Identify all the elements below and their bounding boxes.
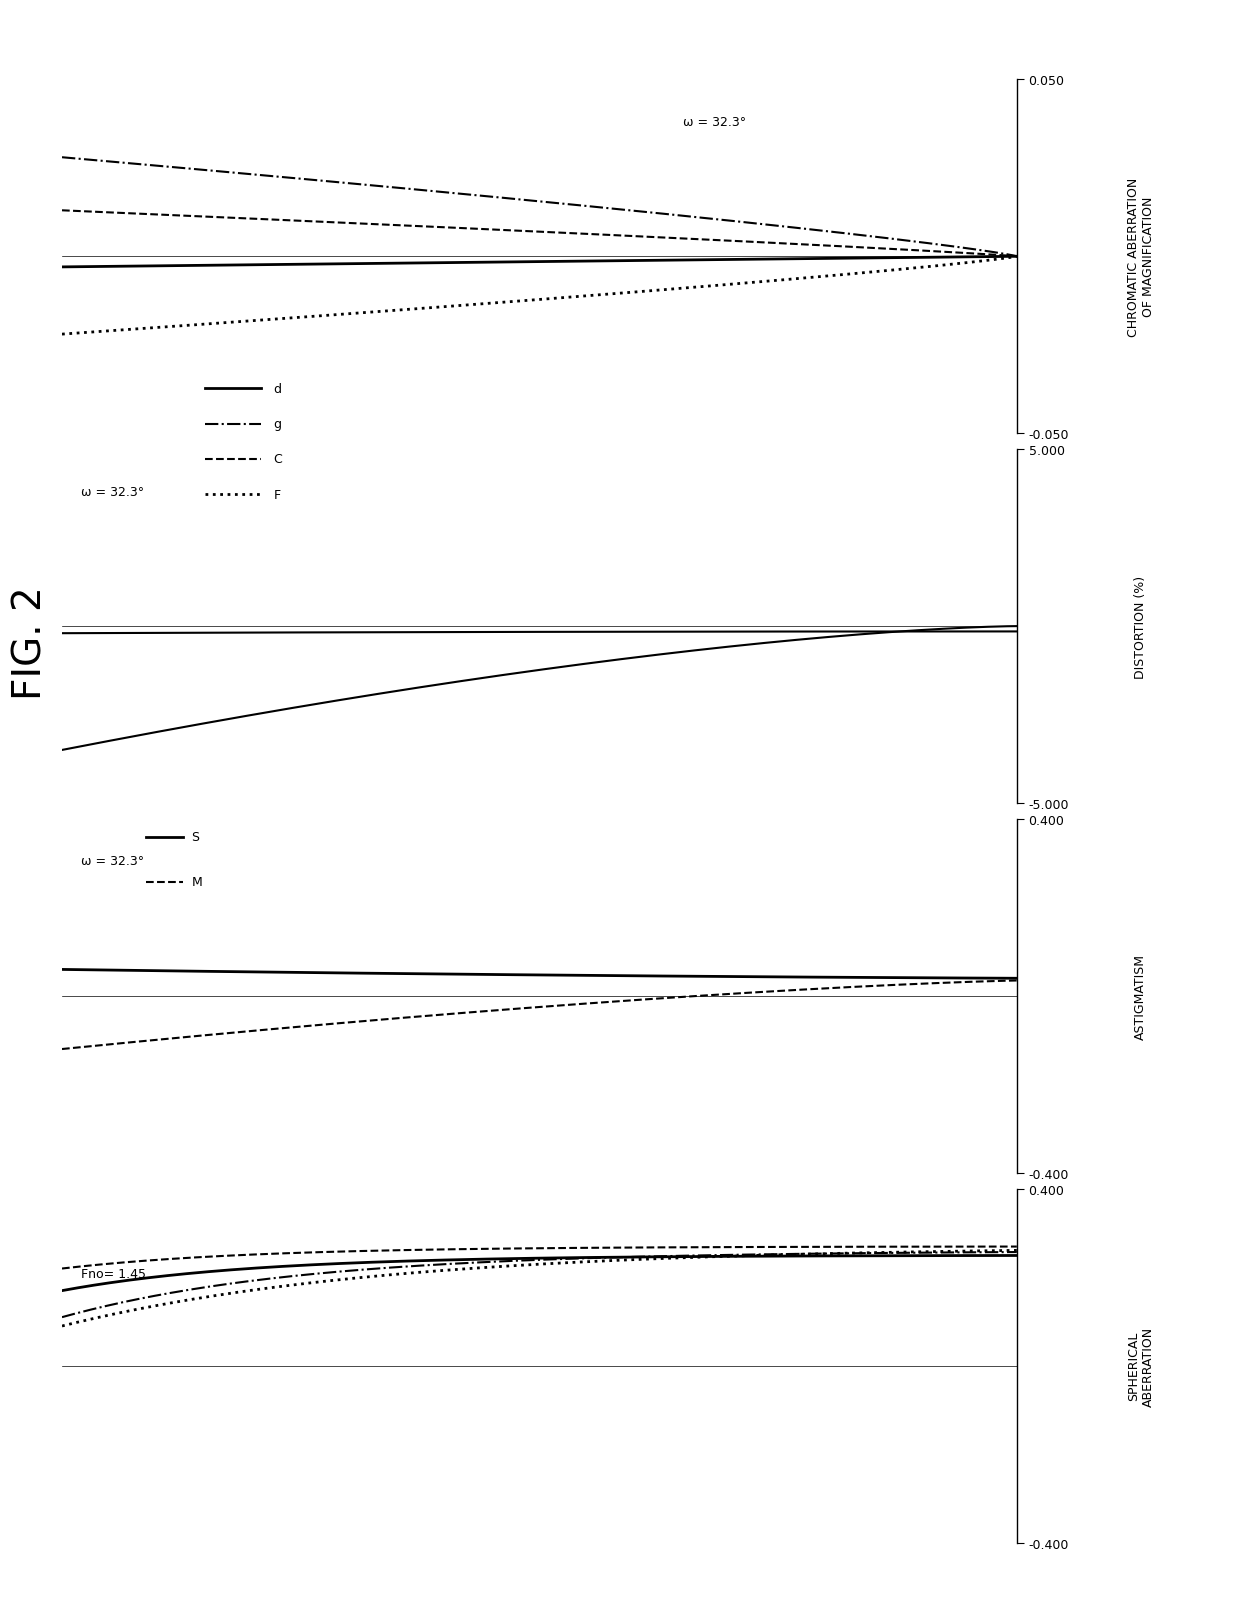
Text: CHROMATIC ABERRATION
OF MAGNIFICATION: CHROMATIC ABERRATION OF MAGNIFICATION (1127, 177, 1154, 337)
Text: g: g (273, 418, 281, 431)
Text: S: S (191, 831, 200, 844)
Text: SPHERICAL
ABERRATION: SPHERICAL ABERRATION (1127, 1326, 1154, 1406)
Text: ω = 32.3°: ω = 32.3° (81, 855, 144, 868)
Text: ASTIGMATISM: ASTIGMATISM (1135, 953, 1147, 1040)
Text: M: M (191, 876, 202, 889)
Text: DISTORTION (%): DISTORTION (%) (1135, 575, 1147, 678)
Text: Fno= 1.45: Fno= 1.45 (81, 1266, 146, 1279)
Text: FIG. 2: FIG. 2 (12, 587, 50, 699)
Text: d: d (273, 382, 281, 395)
Text: ω = 32.3°: ω = 32.3° (682, 116, 745, 129)
Text: ω = 32.3°: ω = 32.3° (81, 485, 144, 498)
Text: F: F (273, 489, 280, 501)
Text: C: C (273, 453, 283, 466)
